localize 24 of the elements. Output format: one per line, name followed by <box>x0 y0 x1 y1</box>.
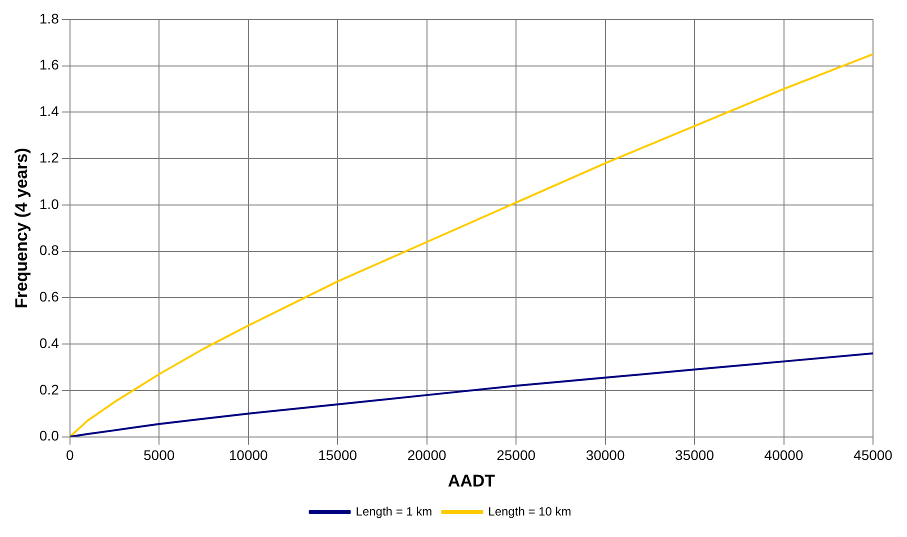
y-tick-label: 0.0 <box>39 428 60 444</box>
x-tick-label: 5000 <box>144 447 175 464</box>
y-tick-label: 1.2 <box>39 149 60 166</box>
y-tick-label: 0.6 <box>39 288 60 305</box>
y-axis-title: Frequency (4 years) <box>12 148 31 308</box>
x-tick-label: 0 <box>66 447 74 464</box>
x-tick-label: 40000 <box>764 447 804 464</box>
x-tick-label: 45000 <box>854 447 893 464</box>
y-tick-label: 0.2 <box>39 381 60 398</box>
legend-label: Length = 1 km <box>356 504 432 518</box>
x-tick-label: 25000 <box>496 447 536 464</box>
x-tick-label: 30000 <box>586 447 625 464</box>
legend-label: Length = 10 km <box>488 504 572 518</box>
y-tick-label: 0.8 <box>39 242 60 258</box>
x-tick-label: 35000 <box>675 447 714 464</box>
y-tick-label: 0.4 <box>39 334 60 351</box>
y-tick-label: 1.8 <box>39 10 60 26</box>
x-axis-title: AADT <box>448 471 496 490</box>
x-tick-label: 20000 <box>407 447 446 464</box>
x-tick-label: 15000 <box>318 447 358 464</box>
x-tick-label: 10000 <box>228 447 268 464</box>
y-tick-label: 1.4 <box>39 103 60 120</box>
y-tick-label: 1.6 <box>39 56 60 73</box>
y-tick-label: 1.0 <box>39 196 60 212</box>
